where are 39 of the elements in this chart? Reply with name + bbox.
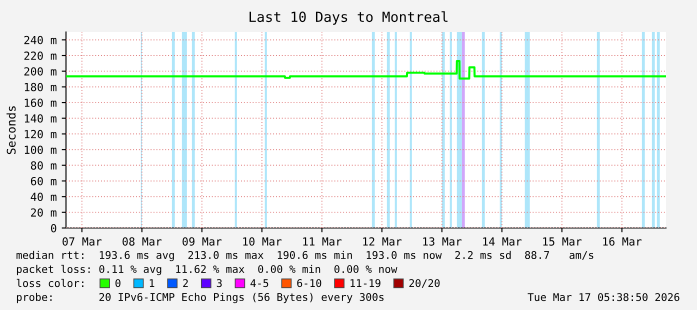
legend-label: 6-10 xyxy=(297,279,322,288)
x-tick-label: 14 Mar xyxy=(483,237,522,246)
y-tick-label: 220 m xyxy=(24,52,56,60)
y-tick-label: 240 m xyxy=(24,36,56,44)
y-tick-label: 0 xyxy=(51,224,56,232)
y-tick-label: 100 m xyxy=(24,146,56,154)
x-tick-label: 09 Mar xyxy=(182,237,222,246)
text: packet loss: 0.11 % avg 11.62 % max 0.00 % min 0.00 % now xyxy=(16,264,398,276)
x-tick-label: 15 Mar xyxy=(543,237,582,246)
y-tick-label: 180 m xyxy=(24,82,56,92)
x-tick-label: 13 Mar xyxy=(423,237,462,246)
y-tick-label: 20 m xyxy=(31,208,56,217)
y-axis-title: Seconds xyxy=(6,106,16,154)
text: loss color: xyxy=(16,278,84,288)
legend-label: 1 xyxy=(150,279,154,287)
text: median rtt: 193.6 ms avg 213.0 ms max 190.6 ms min 193.0 ms now 2.2 ms sd 88.7 am/s xyxy=(16,250,594,262)
y-tick-label: 140 m xyxy=(24,114,56,123)
y-tick-label: 40 m xyxy=(30,192,56,202)
line-series xyxy=(66,60,666,80)
legend-label: 4-5 xyxy=(250,279,268,288)
x-tick-label: 12 Mar xyxy=(363,237,402,246)
legend-label: 0 xyxy=(115,279,120,288)
legend-label: 2 xyxy=(183,279,188,287)
legend-label: 11-19 xyxy=(350,279,380,288)
x-tick-label: 07 Mar xyxy=(62,237,102,246)
y-tick-label: 60 m xyxy=(30,176,56,186)
legend-label: 3 xyxy=(216,279,222,288)
y-tick-label: 80 m xyxy=(30,161,56,170)
y-tick-label: 200 m xyxy=(24,67,56,76)
legend-label: 20/20 xyxy=(409,279,440,288)
y-tick-label: 120 m xyxy=(24,130,56,138)
text: Tue Mar 17 05:38:50 2026 xyxy=(528,293,680,302)
x-tick-label: 10 Mar xyxy=(243,237,282,246)
x-tick-label: 11 Mar xyxy=(303,237,342,246)
chart-title: Last 10 Days to Montreal xyxy=(250,11,448,25)
text: probe: 20 IPv6-ICMP Echo Pings (56 Bytes) every 300s xyxy=(16,292,384,304)
x-tick-label: 08 Mar xyxy=(122,237,162,246)
x-tick-label: 16 Mar xyxy=(603,237,642,246)
y-tick-label: 160 m xyxy=(24,98,56,107)
